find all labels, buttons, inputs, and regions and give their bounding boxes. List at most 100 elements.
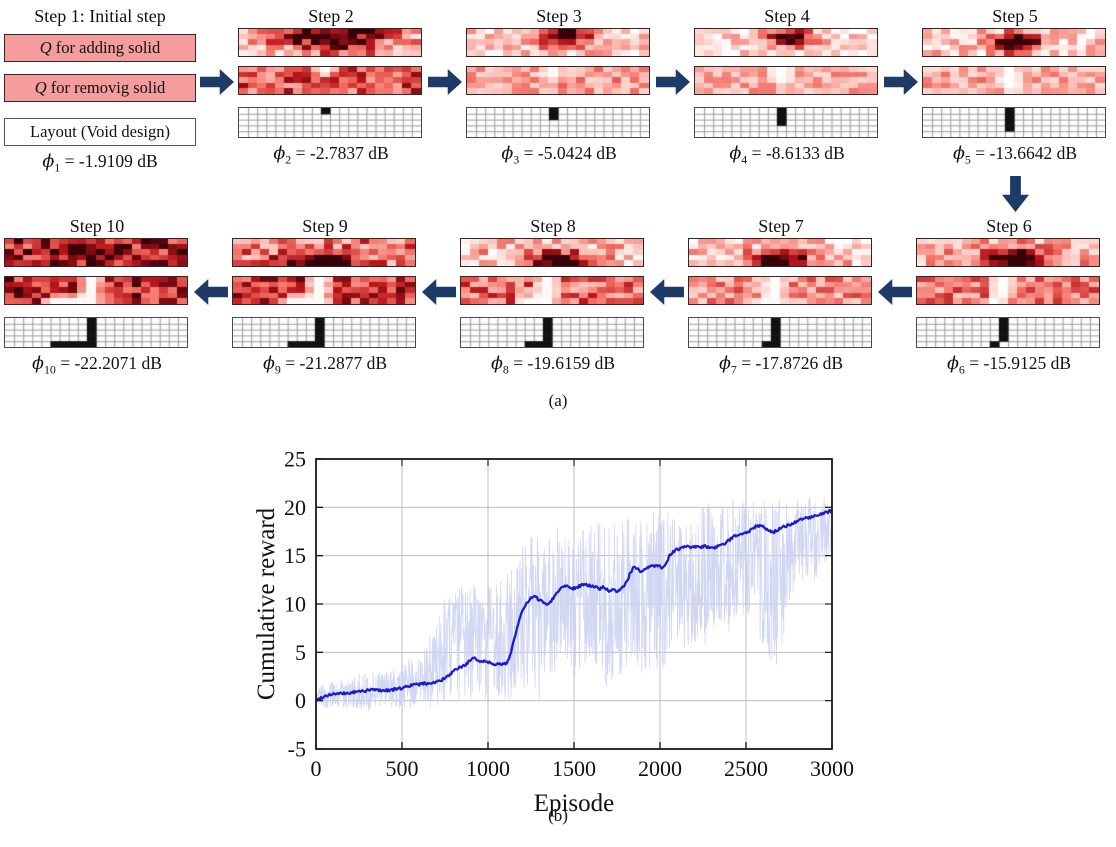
phi-value-label: ϕ6 = -15.9125 dB xyxy=(946,353,1071,377)
phi-value-label: ϕ4 = -8.6133 dB xyxy=(729,143,845,167)
x-tick-label: 1500 xyxy=(552,756,596,781)
arrow-cell xyxy=(196,4,238,95)
arrow-cell xyxy=(652,4,694,95)
arrow-cell xyxy=(880,4,922,95)
step-title: Step 8 xyxy=(530,216,576,236)
phi-value-label: ϕ2 = -2.7837 dB xyxy=(273,143,389,167)
phi-value-label: ϕ7 = -17.8726 dB xyxy=(718,353,843,377)
step-panel-3: Step 3 ϕ3 = -5.0424 dB xyxy=(466,4,652,167)
q-remove-heatmap xyxy=(466,66,650,95)
step-title: Step 9 xyxy=(302,216,348,236)
layout-grid xyxy=(922,107,1106,138)
q-remove-heatmap xyxy=(916,276,1100,305)
step-title: Step 3 xyxy=(536,6,582,26)
arrow-cell xyxy=(874,214,916,305)
step-panel-8: Step 8 ϕ8 = -19.6159 dB xyxy=(460,214,646,377)
step-panel-6: Step 6 ϕ6 = -15.9125 dB xyxy=(916,214,1102,377)
step-title: Step 5 xyxy=(992,6,1038,26)
x-tick-label: 500 xyxy=(386,756,419,781)
arrow-cell xyxy=(424,4,466,95)
x-tick-label: 0 xyxy=(311,756,322,781)
q-remove-heatmap xyxy=(922,66,1106,95)
arrow-cell xyxy=(190,214,232,305)
step-panel-2: Step 2 ϕ2 = -2.7837 dB xyxy=(238,4,424,167)
layout-grid xyxy=(460,317,644,348)
step-row-bottom: Step 10 ϕ10 = -22.2071 dB Step 9 ϕ9 = -21.2… xyxy=(4,214,1116,377)
q-remove-heatmap xyxy=(694,66,878,95)
step-title: Step 2 xyxy=(308,6,354,26)
caption-b: (b) xyxy=(548,806,568,825)
phi-value-label: ϕ5 = -13.6642 dB xyxy=(952,143,1077,167)
q-add-heatmap xyxy=(466,28,650,57)
mean-reward-series xyxy=(314,508,833,702)
arrow-right-icon xyxy=(200,69,234,95)
layout-grid xyxy=(4,317,188,348)
q-remove-heatmap xyxy=(4,276,188,305)
x-tick-label: 2000 xyxy=(638,756,682,781)
arrow-right-icon xyxy=(884,69,918,95)
arrow-left-icon xyxy=(650,279,684,305)
q-remove-label: Q for removig solid xyxy=(4,74,196,102)
q-add-heatmap xyxy=(460,238,644,267)
caption-a: (a) xyxy=(548,391,568,410)
arrow-left-icon xyxy=(194,279,228,305)
y-tick-label: 0 xyxy=(295,688,306,713)
x-tick-label: 3000 xyxy=(810,756,854,781)
y-tick-label: 25 xyxy=(284,447,306,472)
step-title: Step 6 xyxy=(986,216,1032,236)
q-remove-heatmap xyxy=(688,276,872,305)
step-row-top: Step 1: Initial step Q for adding solid Q … xyxy=(4,4,1116,175)
x-tick-label: 2500 xyxy=(724,756,768,781)
phi-value-label: ϕ9 = -21.2877 dB xyxy=(262,353,387,377)
arrow-right-icon xyxy=(428,69,462,95)
step-panel-7: Step 7 ϕ7 = -17.8726 dB xyxy=(688,214,874,377)
layout-label: Layout (Void design) xyxy=(4,118,196,146)
x-tick-label: 1000 xyxy=(466,756,510,781)
step-panel-1: Step 1: Initial step Q for adding solid Q … xyxy=(4,4,196,175)
layout-grid xyxy=(466,107,650,138)
step-panel-4: Step 4 ϕ4 = -8.6133 dB xyxy=(694,4,880,167)
phi-value-label: ϕ3 = -5.0424 dB xyxy=(501,143,617,167)
step-panel-10: Step 10 ϕ10 = -22.2071 dB xyxy=(4,214,190,377)
reward-chart: 0 500 1000 1500 2000 2500 3000-50510152025Epis… xyxy=(253,447,854,818)
phi-value-label: ϕ1 = -1.9109 dB xyxy=(42,151,158,175)
q-add-label: Q for adding solid xyxy=(4,34,196,62)
panel-sequence-section: Step 1: Initial step Q for adding solid Q … xyxy=(0,4,1116,377)
q-remove-heatmap xyxy=(460,276,644,305)
layout-grid xyxy=(238,107,422,138)
y-axis-label: Cumulative reward xyxy=(253,507,280,700)
q-remove-heatmap xyxy=(232,276,416,305)
q-add-heatmap xyxy=(232,238,416,267)
step-panel-9: Step 9 ϕ9 = -21.2877 dB xyxy=(232,214,418,377)
layout-grid xyxy=(694,107,878,138)
phi-value-label: ϕ10 = -22.2071 dB xyxy=(32,353,162,377)
phi-value-label: ϕ8 = -19.6159 dB xyxy=(490,353,615,377)
arrow-cell xyxy=(418,214,460,305)
q-add-heatmap xyxy=(916,238,1100,267)
q-add-heatmap xyxy=(688,238,872,267)
y-tick-label: 5 xyxy=(295,640,306,665)
x-axis-label: Episode xyxy=(534,790,615,817)
y-tick-label: 20 xyxy=(284,495,306,520)
arrow-left-icon xyxy=(878,279,912,305)
q-add-heatmap xyxy=(238,28,422,57)
step-title: Step 1: Initial step xyxy=(34,6,166,26)
arrow-right-icon xyxy=(656,69,690,95)
layout-grid xyxy=(916,317,1100,348)
q-add-heatmap xyxy=(922,28,1106,57)
y-tick-label: -5 xyxy=(288,737,306,762)
step-title: Step 4 xyxy=(764,6,810,26)
q-remove-heatmap xyxy=(238,66,422,95)
raw-reward-series xyxy=(315,498,833,711)
y-tick-label: 15 xyxy=(284,543,306,568)
step-panel-5: Step 5 ϕ5 = -13.6642 dB xyxy=(922,4,1108,167)
y-tick-label: 10 xyxy=(284,592,306,617)
layout-grid xyxy=(232,317,416,348)
arrow-cell xyxy=(646,214,688,305)
step-title: Step 10 xyxy=(69,216,125,236)
q-add-heatmap xyxy=(4,238,188,267)
q-add-heatmap xyxy=(694,28,878,57)
layout-grid xyxy=(688,317,872,348)
arrow-left-icon xyxy=(422,279,456,305)
